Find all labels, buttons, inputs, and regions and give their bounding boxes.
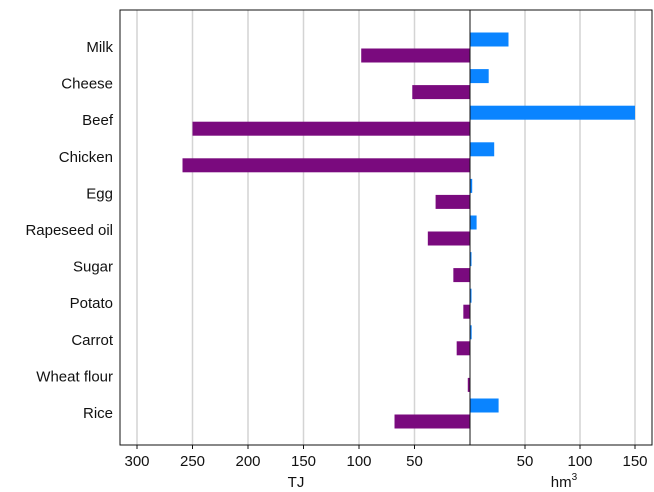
bar-left-rapeseed-oil: [427, 231, 470, 246]
plot-frame: [119, 9, 653, 446]
category-label-beef: Beef: [82, 112, 114, 129]
bar-left-carrot: [456, 341, 470, 356]
bar-left-cheese: [412, 85, 470, 100]
right-axis-label: hm3: [551, 472, 578, 491]
category-label-potato: Potato: [70, 295, 113, 312]
bar-right-egg: [470, 178, 473, 193]
right-axis-label-superscript: 3: [572, 472, 578, 483]
category-label-milk: Milk: [86, 39, 113, 56]
bar-left-rice: [394, 414, 470, 429]
bar-left-potato: [463, 304, 470, 319]
tick-label-right-50: 50: [517, 453, 534, 470]
tick-label-left-300: 300: [124, 453, 149, 470]
bar-left-chicken: [182, 158, 470, 173]
bar-right-beef: [470, 105, 635, 120]
tick-label-left-200: 200: [235, 453, 260, 470]
category-label-wheat-flour: Wheat flour: [36, 368, 113, 385]
gridlines: [136, 10, 636, 445]
bar-left-egg: [435, 194, 470, 209]
bar-right-carrot: [470, 325, 472, 340]
axis-ticks: 300 250 200 150 100 50 50 100 150: [124, 445, 648, 470]
category-label-rice: Rice: [83, 405, 113, 422]
tick-label-left-50: 50: [406, 453, 423, 470]
tick-label-right-100: 100: [567, 453, 592, 470]
bar-left-milk: [361, 48, 470, 63]
tick-label-left-250: 250: [180, 453, 205, 470]
right-axis-label-main: hm: [551, 474, 572, 491]
bar-left-beef: [192, 121, 470, 136]
bar-left-sugar: [453, 268, 470, 283]
bar-right-cheese: [470, 69, 489, 84]
category-label-cheese: Cheese: [61, 76, 113, 93]
tick-label-left-150: 150: [291, 453, 316, 470]
bar-right-chicken: [470, 142, 495, 157]
bar-right-rice: [470, 398, 499, 413]
bar-right-rapeseed-oil: [470, 215, 477, 230]
category-label-rapeseed-oil: Rapeseed oil: [25, 222, 113, 239]
bar-left-wheat-flour: [467, 377, 470, 392]
category-label-chicken: Chicken: [59, 149, 113, 166]
category-label-egg: Egg: [86, 185, 113, 202]
category-label-sugar: Sugar: [73, 259, 113, 276]
bar-right-milk: [470, 32, 509, 47]
left-axis-label: TJ: [288, 474, 305, 491]
bars: [182, 32, 635, 429]
category-label-carrot: Carrot: [71, 332, 114, 349]
bar-right-sugar: [470, 252, 472, 267]
tick-label-left-100: 100: [346, 453, 371, 470]
bar-right-potato: [470, 288, 472, 303]
category-labels: Milk Cheese Beef Chicken Egg Rapeseed oil Suga…: [25, 39, 113, 422]
tick-label-right-150: 150: [622, 453, 647, 470]
